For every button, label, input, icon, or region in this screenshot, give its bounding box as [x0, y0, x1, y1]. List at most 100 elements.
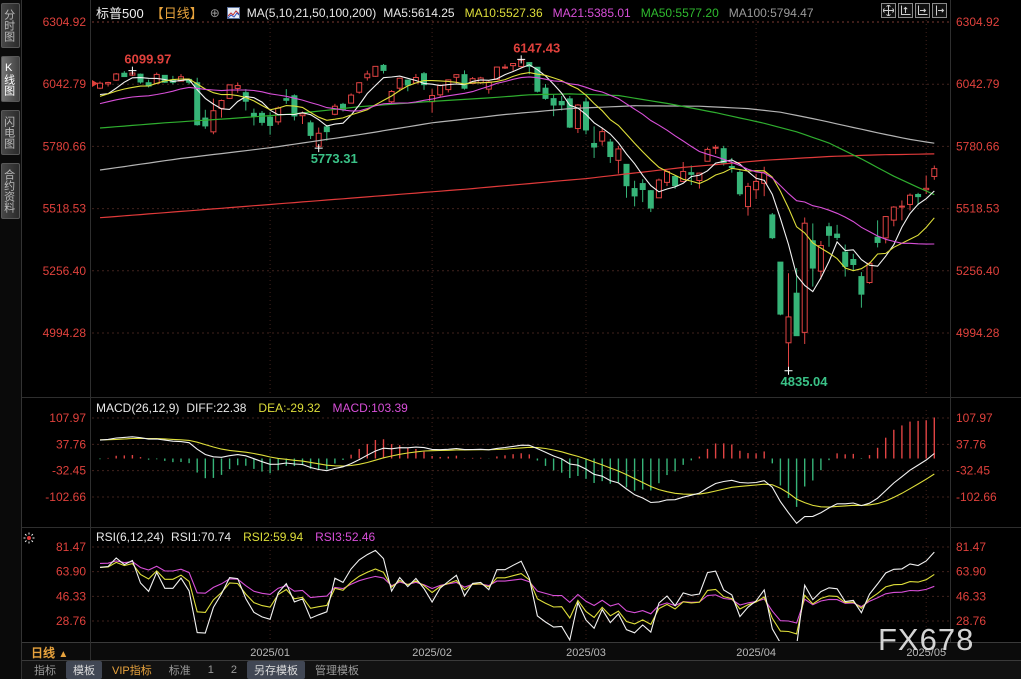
sidebar-item-lightning[interactable]: 闪电图 [1, 110, 20, 155]
toolbar-item[interactable]: 管理模板 [314, 665, 359, 677]
candle [566, 98, 573, 128]
rsi-settings-icon[interactable] [23, 531, 35, 549]
candle [826, 226, 832, 236]
candle [477, 77, 484, 84]
shift-right-icon[interactable] [932, 3, 947, 18]
candle [113, 73, 120, 81]
axis-label: 107.97 [49, 411, 86, 425]
price-marker-cross [784, 366, 793, 375]
candle [388, 91, 395, 103]
toolbar-item[interactable]: VIP指标 [112, 665, 152, 677]
axis-label: 5256.40 [956, 264, 1000, 278]
toolbar-item[interactable]: 另存模板 [246, 661, 305, 679]
candle [121, 72, 128, 78]
candle [793, 292, 800, 337]
rsi-values: RSI1:70.74 RSI2:59.94 RSI3:52.46 [171, 530, 375, 544]
candle [323, 126, 330, 133]
candle [931, 168, 938, 177]
candle [437, 84, 444, 96]
price-annotation: 6099.97 [124, 52, 171, 67]
candle [761, 171, 768, 184]
axis-label: -102.66 [956, 490, 997, 504]
candle [550, 98, 557, 106]
candle [461, 74, 468, 89]
price-annotation: 4835.04 [781, 374, 829, 389]
axis-label: 28.76 [956, 614, 986, 628]
macd-values: DIFF:22.38 DEA:-29.32 MACD:103.39 [186, 401, 407, 415]
axis-label: 37.76 [956, 437, 986, 451]
candle [396, 77, 403, 89]
crosshair-move-icon[interactable] [881, 3, 896, 18]
candle [753, 180, 760, 191]
candle [202, 117, 209, 127]
candle [591, 142, 598, 148]
rsi-value: RSI2:59.94 [243, 530, 304, 544]
candle [234, 85, 241, 89]
candle [696, 172, 703, 181]
toolbar-item[interactable]: 2 [230, 664, 237, 676]
toolbar-item[interactable]: 指标 [34, 665, 56, 677]
toolbar-item[interactable]: 标准 [168, 665, 191, 677]
axis-label: 6304.92 [43, 15, 87, 29]
axis-label: 6304.92 [956, 15, 1000, 29]
candle [809, 240, 816, 269]
chart-tool-icons [881, 3, 947, 18]
axis-scale-up-icon[interactable] [898, 3, 913, 18]
candle [307, 122, 314, 136]
candle [736, 171, 743, 195]
expand-icon[interactable]: ⊕ [209, 5, 220, 20]
candle [283, 98, 290, 101]
axis-label: 81.47 [56, 540, 86, 554]
candle [817, 245, 824, 272]
period-selector[interactable]: 日线 ▲ [31, 644, 68, 661]
candle [372, 65, 379, 77]
sidebar-item-timeshare[interactable]: 分时图 [1, 3, 20, 48]
candle [412, 77, 419, 84]
toolbar-item[interactable]: 模板 [66, 661, 102, 679]
candle [745, 185, 751, 208]
ma-value: MA21:5385.01 [552, 5, 631, 20]
candle [153, 73, 160, 84]
axis-scale-right-icon[interactable] [915, 3, 930, 18]
candle [161, 74, 168, 83]
candle [364, 73, 371, 79]
axis-label: 28.76 [56, 614, 86, 628]
candle [404, 79, 411, 86]
axis-label: 37.76 [56, 437, 86, 451]
axis-label: 5780.66 [43, 139, 87, 153]
candle [380, 64, 387, 71]
time-axis-row: 日线 ▲ [22, 642, 1021, 662]
axis-label: 63.90 [956, 565, 986, 579]
candle [226, 84, 233, 99]
candle [129, 72, 136, 76]
symbol-name: 标普500 [96, 6, 144, 21]
candle [672, 175, 679, 187]
candle [915, 193, 922, 198]
sidebar-item-kline[interactable]: K线图 [1, 56, 20, 102]
candle [145, 82, 152, 87]
candle [574, 104, 581, 130]
bottom-toolbar: 指标 模板 VIP指标 标准 1 2 另存模板 管理模板 [22, 661, 1021, 679]
candle [291, 95, 298, 117]
candle [493, 66, 500, 80]
candle [680, 170, 687, 182]
candle [518, 59, 525, 68]
candle [510, 63, 517, 67]
candle [421, 73, 427, 86]
candle [688, 172, 695, 175]
candle [664, 170, 670, 183]
chart-thumbnail-icon[interactable] [226, 6, 240, 19]
axis-label: -32.45 [956, 464, 990, 478]
axis-label: 81.47 [956, 540, 986, 554]
candle [858, 276, 865, 295]
candle [898, 205, 905, 208]
candle [259, 112, 265, 123]
sidebar-item-contract-info[interactable]: 合约资料 [1, 163, 20, 219]
axis-label: 5518.53 [43, 202, 87, 216]
candle [923, 187, 930, 191]
axis-label: 6042.79 [43, 77, 87, 91]
toolbar-item[interactable]: 1 [207, 664, 214, 676]
macd-legend: MACD(26,12,9) DIFF:22.38 DEA:-29.32 MACD:1… [96, 401, 408, 415]
axis-label: -32.45 [52, 464, 86, 478]
